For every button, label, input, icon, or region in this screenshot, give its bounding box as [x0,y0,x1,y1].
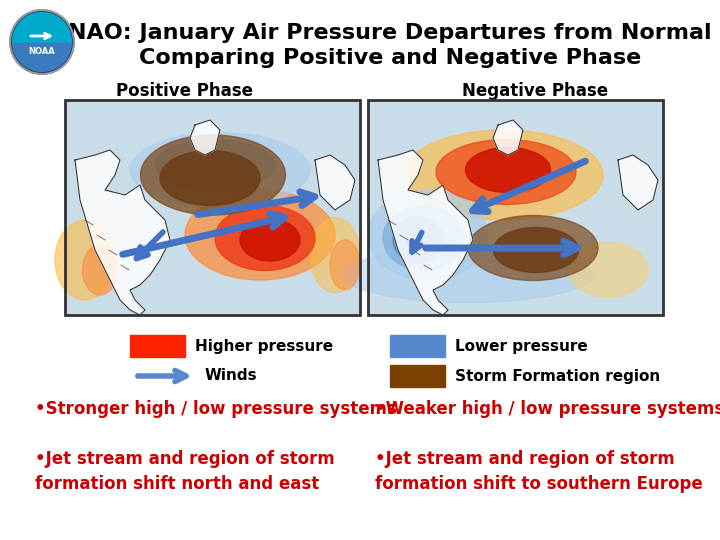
Polygon shape [75,150,170,315]
Ellipse shape [466,147,551,192]
Text: Lower pressure: Lower pressure [455,339,588,354]
Ellipse shape [130,132,310,207]
Ellipse shape [215,206,315,271]
Bar [368,100,663,315]
Ellipse shape [55,220,115,300]
Bar [368,100,663,315]
Bar [130,335,185,357]
Text: •Stronger high / low pressure systems: •Stronger high / low pressure systems [35,400,397,418]
Ellipse shape [436,139,576,205]
Ellipse shape [568,242,648,298]
Polygon shape [378,150,473,315]
Bar [390,365,445,387]
Ellipse shape [240,219,300,261]
Ellipse shape [468,215,598,280]
Ellipse shape [383,206,463,271]
Ellipse shape [185,190,335,280]
Ellipse shape [403,130,603,220]
Ellipse shape [140,135,286,215]
Bar [65,100,360,315]
Ellipse shape [330,240,360,290]
Polygon shape [190,120,220,155]
Text: Negative Phase: Negative Phase [462,82,608,100]
Polygon shape [493,120,523,155]
Ellipse shape [343,247,593,302]
Text: •Weaker high / low pressure systems: •Weaker high / low pressure systems [375,400,720,418]
Text: Positive Phase: Positive Phase [117,82,253,100]
Text: Comparing Positive and Negative Phase: Comparing Positive and Negative Phase [139,48,641,68]
Text: NOAA: NOAA [29,48,55,57]
Ellipse shape [493,227,578,273]
Text: •Jet stream and region of storm
formation shift north and east: •Jet stream and region of storm formatio… [35,450,335,493]
Wedge shape [12,42,71,71]
Ellipse shape [393,218,443,262]
Text: Winds: Winds [205,368,258,383]
Ellipse shape [83,245,117,295]
Bar [390,335,445,357]
Wedge shape [12,12,71,42]
Polygon shape [618,155,658,210]
Text: Higher pressure: Higher pressure [195,339,333,354]
Text: •Jet stream and region of storm
formation shift to southern Europe: •Jet stream and region of storm formatio… [375,450,703,493]
Circle shape [10,10,74,74]
Ellipse shape [160,151,260,206]
Ellipse shape [155,140,275,190]
Ellipse shape [310,218,360,293]
Ellipse shape [368,190,488,280]
Text: NAO: January Air Pressure Departures from Normal: NAO: January Air Pressure Departures fro… [68,23,712,43]
Polygon shape [315,155,355,210]
Bar [65,100,360,315]
Text: Storm Formation region: Storm Formation region [455,368,660,383]
